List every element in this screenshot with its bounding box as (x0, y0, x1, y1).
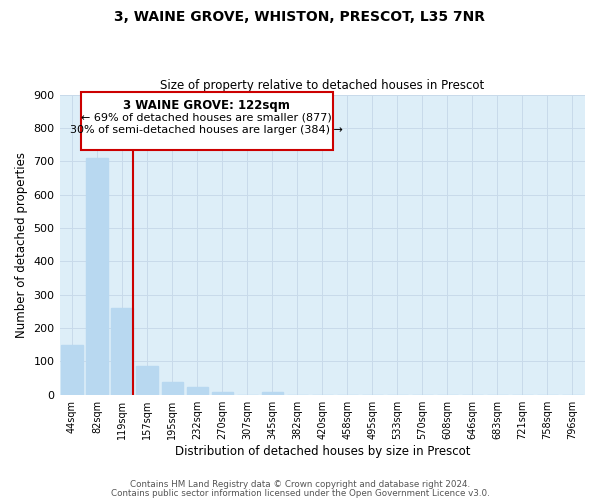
Title: Size of property relative to detached houses in Prescot: Size of property relative to detached ho… (160, 79, 484, 92)
Text: 3, WAINE GROVE, WHISTON, PRESCOT, L35 7NR: 3, WAINE GROVE, WHISTON, PRESCOT, L35 7N… (115, 10, 485, 24)
Bar (112, 308, 133, 394)
Text: Contains public sector information licensed under the Open Government Licence v3: Contains public sector information licen… (110, 488, 490, 498)
FancyBboxPatch shape (80, 92, 333, 150)
Text: 3 WAINE GROVE: 122sqm: 3 WAINE GROVE: 122sqm (123, 99, 290, 112)
Text: ← 69% of detached houses are smaller (877): ← 69% of detached houses are smaller (87… (81, 112, 332, 122)
Bar (212, 392, 233, 394)
Bar (187, 388, 208, 394)
Bar (61, 344, 83, 395)
Text: Contains HM Land Registry data © Crown copyright and database right 2024.: Contains HM Land Registry data © Crown c… (130, 480, 470, 489)
Text: 30% of semi-detached houses are larger (384) →: 30% of semi-detached houses are larger (… (70, 125, 343, 135)
Bar (136, 366, 158, 394)
Bar (161, 382, 183, 394)
Bar (86, 158, 108, 394)
Y-axis label: Number of detached properties: Number of detached properties (15, 152, 28, 338)
Bar (262, 392, 283, 394)
X-axis label: Distribution of detached houses by size in Prescot: Distribution of detached houses by size … (175, 444, 470, 458)
